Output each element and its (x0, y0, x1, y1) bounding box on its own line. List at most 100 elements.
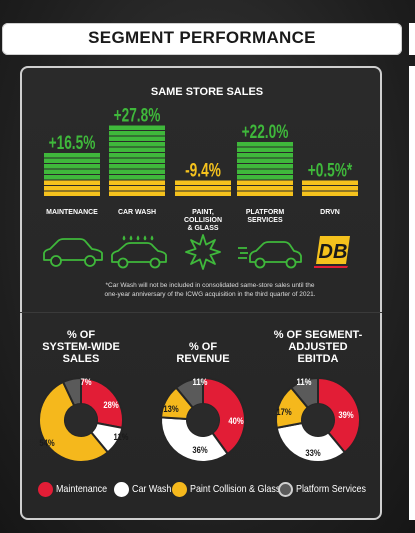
car-wheel (50, 255, 62, 267)
bar-group-3: +22.0% PLATFORM SERVICES (237, 121, 293, 224)
car-outline-icon (43, 238, 103, 267)
bar-segment-green (237, 164, 293, 169)
bar-segment-green (109, 164, 165, 169)
water-drop (150, 235, 154, 241)
bar-category-label: DRVN (320, 209, 340, 216)
donut-hole (187, 404, 219, 436)
donut-slice-label: 13% (163, 403, 179, 414)
legend-label: Car Wash (132, 483, 172, 495)
bar-segment-yellow (237, 186, 293, 191)
bar-value-label: +16.5% (49, 132, 96, 154)
legend-label: Paint Collision & Glass (190, 483, 281, 495)
bar-value-label: +22.0% (242, 121, 289, 143)
bar-segment-yellow (302, 180, 358, 185)
bar-group-2: -9.4% PAINT, COLLISION & GLASS (175, 159, 231, 232)
bar-segment-green (44, 175, 100, 180)
bar-group-0: +16.5% MAINTENANCE (44, 132, 100, 216)
car-wheel (254, 257, 266, 269)
donut-slice-label: 39% (338, 409, 354, 420)
bar-segment-green (237, 153, 293, 158)
donut-chart-3: % OF SEGMENT-ADJUSTED EBITDA 39% 33% 17% 11% (274, 329, 363, 463)
bar-segment-green (109, 169, 165, 174)
bar-group-4: +0.5%* DRVN (302, 159, 358, 216)
bar-segment-yellow (302, 186, 358, 191)
donut-slice-label: 28% (103, 399, 119, 410)
legend: Maintenance Car Wash Paint Collision & G… (38, 479, 378, 503)
donut-chart-1: % OF SYSTEM-WIDE SALES 28% 11% 54% 7% (38, 329, 129, 463)
bar-category-label: MAINTENANCE (46, 209, 98, 216)
bar-segment-green (44, 153, 100, 158)
bar-value-label: +27.8% (114, 104, 161, 126)
bar-segment-yellow (175, 180, 231, 185)
donut-slice-label: 11% (114, 431, 129, 442)
donut-slice-label: 11% (297, 376, 312, 387)
donut-hole (302, 404, 334, 436)
bar-segment-green (109, 125, 165, 130)
water-drop (136, 235, 140, 241)
bar-segment-yellow (109, 186, 165, 191)
bar-segment-green (109, 158, 165, 163)
car-body (249, 241, 302, 263)
donut-slice-label: 7% (80, 376, 92, 387)
bar-segment-green (237, 175, 293, 180)
side-accent (409, 23, 415, 55)
donut-slice-label: 54% (39, 437, 55, 448)
bar-segment-green (109, 131, 165, 136)
section-divider (20, 312, 382, 313)
burst-shape (185, 234, 221, 270)
bar-segment-green (44, 158, 100, 163)
donut-slice-label: 36% (192, 444, 208, 455)
bar-segment-yellow (175, 186, 231, 191)
bar-segment-green (237, 158, 293, 163)
bar-segment-green (237, 169, 293, 174)
car-wheel (285, 257, 297, 269)
bar-value-label: +0.5%* (308, 159, 353, 181)
bar-segment-green (109, 142, 165, 147)
donut-chart-2: % OF REVENUE 40% 36% 13% 11% (160, 341, 246, 463)
bar-segment-green (109, 175, 165, 180)
car-wheel (117, 257, 129, 269)
bar-segment-yellow (44, 191, 100, 196)
bar-segment-yellow (109, 180, 165, 185)
water-drop (122, 235, 126, 241)
car-body (43, 238, 103, 261)
bar-segment-yellow (175, 191, 231, 196)
bar-segment-yellow (44, 186, 100, 191)
bar-segment-green (237, 147, 293, 152)
car-wash-icon (111, 235, 167, 269)
db-logo-stripe (314, 266, 348, 268)
donut-title: % OF SYSTEM-WIDE SALES (42, 329, 120, 365)
car-wheel (84, 255, 96, 267)
legend-dot-platform (278, 482, 293, 497)
donut-title: % OF SEGMENT-ADJUSTED EBITDA (274, 329, 363, 365)
bar-segment-yellow (237, 191, 293, 196)
legend-dot-maintenance (38, 482, 53, 497)
legend-label: Platform Services (296, 483, 366, 495)
water-drop (143, 235, 147, 241)
bar-category-label: PAINT, COLLISION & GLASS (184, 209, 222, 232)
bar-segment-yellow (237, 180, 293, 185)
bar-segment-yellow (44, 180, 100, 185)
bar-category-label: PLATFORM SERVICES (246, 209, 285, 224)
car-wheel (149, 257, 161, 269)
bar-segment-yellow (109, 191, 165, 196)
title-bar: SEGMENT PERFORMANCE (2, 23, 402, 55)
legend-dot-car-wash (114, 482, 129, 497)
bar-group-1: +27.8% CAR WASH (109, 104, 165, 216)
bar-segment-green (109, 136, 165, 141)
db-logo-icon: DB (314, 236, 350, 268)
page-title: SEGMENT PERFORMANCE (88, 28, 316, 47)
db-logo-text: DB (319, 241, 348, 263)
chart-title: SAME STORE SALES (151, 86, 263, 98)
fast-car-icon (238, 241, 302, 269)
bar-segment-green (44, 169, 100, 174)
footnote: *Car Wash will not be included in consol… (104, 282, 316, 298)
donut-title: % OF REVENUE (176, 341, 229, 365)
car-body (111, 242, 167, 263)
db-logo-bg (316, 236, 350, 264)
donut-hole (65, 404, 97, 436)
bar-value-label: -9.4% (185, 159, 221, 181)
bar-segment-green (109, 147, 165, 152)
bar-segment-green (109, 153, 165, 158)
